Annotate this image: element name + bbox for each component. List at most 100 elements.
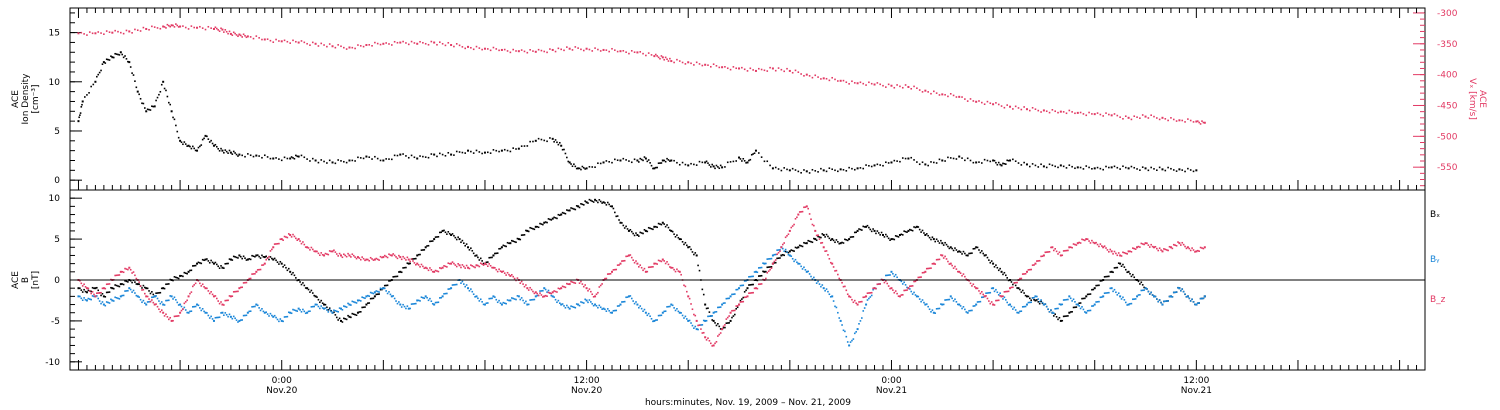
bz-point bbox=[1067, 249, 1069, 252]
bz-point bbox=[1171, 247, 1174, 250]
bx-point bbox=[482, 262, 485, 265]
vx-point bbox=[91, 32, 94, 35]
by-point bbox=[413, 302, 416, 305]
bx-point bbox=[667, 226, 670, 229]
bz-point bbox=[135, 277, 138, 280]
by-point bbox=[666, 306, 668, 308]
vx-point bbox=[207, 25, 210, 28]
vx-point bbox=[242, 33, 245, 36]
bz-point bbox=[788, 229, 791, 232]
density-point bbox=[153, 105, 156, 108]
bz-point bbox=[1096, 243, 1099, 246]
bx-point bbox=[1078, 302, 1080, 304]
bz-point bbox=[911, 285, 914, 287]
bz-point bbox=[93, 293, 95, 296]
density-point bbox=[1076, 166, 1079, 169]
density-point bbox=[952, 157, 955, 160]
bz-point bbox=[837, 273, 839, 276]
density-point bbox=[571, 165, 574, 168]
density-point bbox=[1113, 165, 1116, 168]
by-point bbox=[786, 251, 788, 253]
bx-point bbox=[1075, 306, 1078, 308]
density-point bbox=[786, 168, 788, 171]
by-point bbox=[822, 287, 825, 290]
bz-point bbox=[381, 256, 383, 259]
by-point bbox=[985, 292, 987, 294]
by-point bbox=[244, 314, 246, 317]
bz-point bbox=[280, 238, 283, 241]
bz-point bbox=[656, 263, 658, 265]
bx-point bbox=[149, 292, 152, 295]
bx-point bbox=[392, 276, 395, 278]
vx-point bbox=[385, 42, 387, 44]
vx-point bbox=[348, 46, 351, 49]
by-point bbox=[705, 319, 708, 322]
top-right-ytick-label: -550 bbox=[1437, 163, 1458, 173]
by-point bbox=[818, 283, 821, 285]
by-point bbox=[629, 295, 632, 297]
by-point bbox=[433, 303, 436, 306]
by-point bbox=[525, 300, 527, 303]
vx-point bbox=[306, 42, 308, 45]
density-point bbox=[79, 112, 82, 114]
by-point bbox=[474, 296, 476, 298]
bz-point bbox=[973, 286, 976, 288]
by-point bbox=[979, 300, 982, 303]
by-point bbox=[464, 285, 467, 288]
bz-point bbox=[890, 287, 893, 290]
density-point bbox=[203, 137, 205, 140]
bz-point bbox=[1020, 277, 1023, 280]
vx-point bbox=[1189, 119, 1192, 122]
density-point bbox=[549, 137, 551, 139]
bx-point bbox=[255, 254, 258, 257]
density-point bbox=[964, 159, 966, 162]
density-point bbox=[851, 167, 853, 170]
by-point bbox=[779, 249, 781, 251]
bz-point bbox=[419, 266, 421, 268]
by-point bbox=[1130, 302, 1133, 305]
by-point bbox=[1169, 295, 1172, 298]
by-point bbox=[690, 322, 692, 324]
bx-point bbox=[398, 271, 400, 273]
bz-point bbox=[1075, 244, 1078, 246]
bx-point bbox=[660, 223, 663, 226]
by-point bbox=[855, 331, 857, 333]
vx-point bbox=[660, 55, 663, 57]
vx-point bbox=[136, 29, 139, 32]
bx-point bbox=[286, 269, 289, 272]
by-point bbox=[407, 307, 410, 310]
by-point bbox=[283, 316, 286, 318]
bx-point bbox=[567, 209, 570, 212]
by-point bbox=[368, 295, 371, 297]
bz-point bbox=[1109, 248, 1112, 251]
vx-point bbox=[100, 32, 102, 34]
bz-point bbox=[229, 295, 232, 298]
bz-point bbox=[808, 213, 811, 215]
density-point bbox=[711, 163, 714, 166]
bz-point bbox=[390, 254, 393, 257]
density-point bbox=[958, 155, 961, 158]
bx-point bbox=[947, 245, 949, 248]
by-point bbox=[632, 300, 634, 302]
bz-point bbox=[210, 291, 212, 293]
bz-point bbox=[1117, 252, 1120, 254]
vx-point bbox=[853, 82, 856, 84]
by-point bbox=[667, 305, 670, 308]
density-point bbox=[1071, 165, 1073, 168]
bx-point bbox=[272, 258, 275, 261]
vx-point bbox=[777, 67, 780, 69]
by-point bbox=[296, 310, 299, 312]
bx-point bbox=[1019, 288, 1021, 291]
density-point bbox=[1164, 169, 1167, 172]
density-point bbox=[1034, 164, 1037, 167]
vx-point bbox=[1181, 119, 1184, 122]
by-point bbox=[777, 249, 780, 251]
bz-point bbox=[738, 303, 741, 306]
density-point bbox=[117, 53, 119, 56]
density-point bbox=[517, 147, 520, 150]
bz-point bbox=[453, 262, 455, 265]
density-point bbox=[175, 124, 177, 127]
by-point bbox=[735, 288, 738, 291]
bx-point bbox=[179, 274, 182, 277]
by-point bbox=[547, 289, 550, 292]
